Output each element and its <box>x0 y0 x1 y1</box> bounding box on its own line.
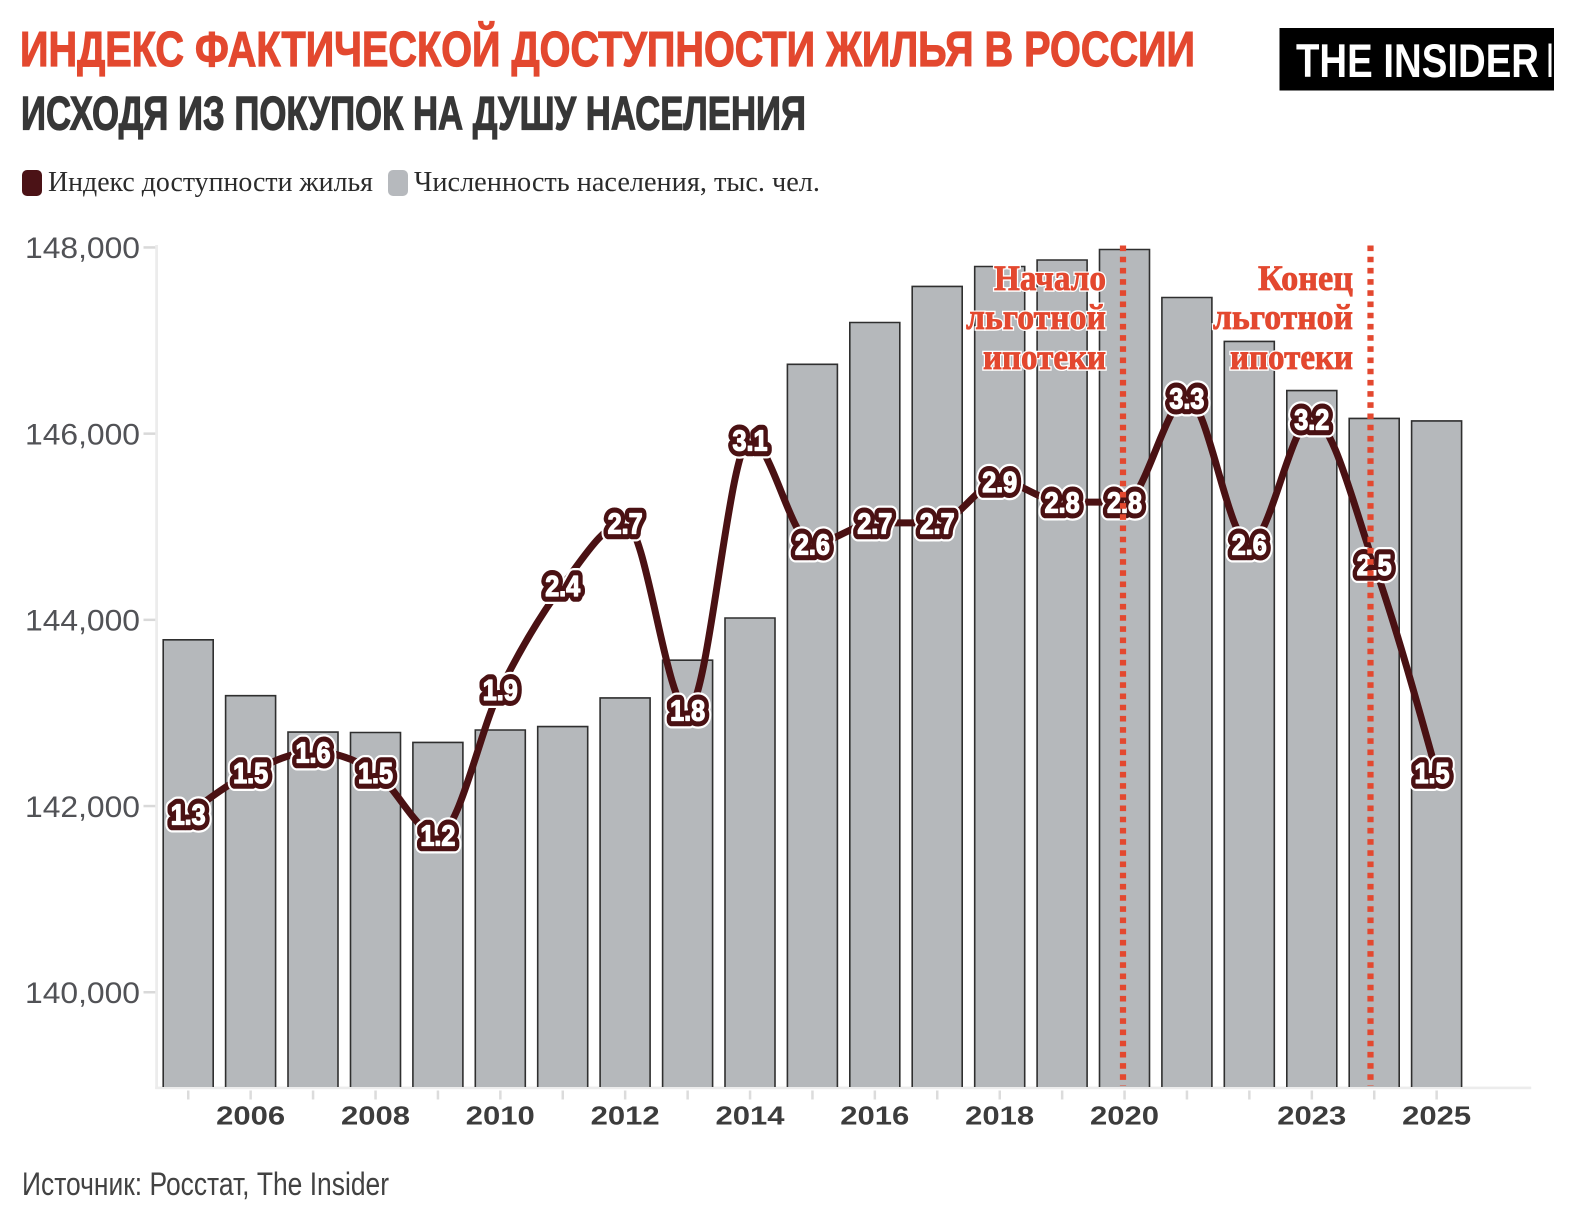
svg-text:1.5: 1.5 <box>358 758 393 790</box>
svg-text:ипотеки: ипотеки <box>983 337 1106 377</box>
svg-text:2012: 2012 <box>591 1101 660 1131</box>
svg-text:3.1: 3.1 <box>733 425 768 457</box>
svg-text:144,000: 144,000 <box>25 605 140 638</box>
svg-text:2.5: 2.5 <box>1357 550 1392 582</box>
svg-text:1.9: 1.9 <box>483 675 518 707</box>
svg-text:льготной: льготной <box>966 297 1106 337</box>
svg-text:3.1: 3.1 <box>733 425 768 457</box>
svg-text:2.9: 2.9 <box>982 467 1017 499</box>
svg-text:1.5: 1.5 <box>358 758 393 790</box>
svg-text:2.6: 2.6 <box>795 529 830 561</box>
svg-text:148,000: 148,000 <box>25 232 140 265</box>
svg-text:2.9: 2.9 <box>982 467 1017 499</box>
svg-text:1.5: 1.5 <box>1415 758 1450 790</box>
svg-text:1.8: 1.8 <box>670 696 705 728</box>
svg-text:1.3: 1.3 <box>171 800 206 832</box>
svg-text:2.7: 2.7 <box>857 509 892 541</box>
svg-text:Конец: Конец <box>1258 258 1353 298</box>
svg-text:ИНДЕКС ФАКТИЧЕСКОЙ ДОСТУПНОСТИ: ИНДЕКС ФАКТИЧЕСКОЙ ДОСТУПНОСТИ ЖИЛЬЯ В Р… <box>20 22 1195 77</box>
svg-text:3.3: 3.3 <box>1169 384 1204 416</box>
svg-text:1.5: 1.5 <box>233 758 268 790</box>
svg-text:1.2: 1.2 <box>420 821 455 853</box>
svg-text:1.2: 1.2 <box>420 821 455 853</box>
svg-text:Индекс доступности жилья: Индекс доступности жилья <box>48 167 373 198</box>
svg-text:ИСХОДЯ ИЗ ПОКУПОК НА ДУШУ НАСЕ: ИСХОДЯ ИЗ ПОКУПОК НА ДУШУ НАСЕЛЕНИЯ <box>21 87 806 140</box>
svg-text:2023: 2023 <box>1277 1101 1346 1131</box>
svg-text:2.7: 2.7 <box>857 509 892 541</box>
svg-text:1.9: 1.9 <box>483 675 518 707</box>
svg-text:Источник: Росстат, The Insider: Источник: Росстат, The Insider <box>22 1166 389 1202</box>
svg-text:1.5: 1.5 <box>358 758 393 790</box>
svg-text:1.5: 1.5 <box>1415 758 1450 790</box>
svg-text:1.3: 1.3 <box>171 800 206 832</box>
svg-text:3.2: 3.2 <box>1294 405 1329 437</box>
svg-text:2.6: 2.6 <box>795 529 830 561</box>
svg-text:ипотеки: ипотеки <box>983 337 1106 377</box>
svg-text:1.6: 1.6 <box>296 737 331 769</box>
svg-text:142,000: 142,000 <box>25 791 140 824</box>
svg-text:2.4: 2.4 <box>545 571 580 603</box>
svg-text:2.7: 2.7 <box>608 509 643 541</box>
svg-text:2020: 2020 <box>1090 1101 1159 1131</box>
svg-text:льготной: льготной <box>966 297 1106 337</box>
svg-text:2.6: 2.6 <box>1232 529 1267 561</box>
svg-text:THE INSIDER: THE INSIDER <box>1296 34 1539 87</box>
svg-text:3.3: 3.3 <box>1169 384 1204 416</box>
svg-text:2.8: 2.8 <box>1045 488 1080 520</box>
svg-text:2.5: 2.5 <box>1357 550 1392 582</box>
svg-text:1.6: 1.6 <box>296 737 331 769</box>
svg-text:2.6: 2.6 <box>795 529 830 561</box>
svg-text:Начало: Начало <box>994 258 1106 298</box>
svg-text:2008: 2008 <box>341 1101 410 1131</box>
svg-text:2.4: 2.4 <box>545 571 580 603</box>
svg-text:3.3: 3.3 <box>1169 384 1204 416</box>
svg-text:1.6: 1.6 <box>296 737 331 769</box>
svg-text:2.9: 2.9 <box>982 467 1017 499</box>
svg-text:140,000: 140,000 <box>25 977 140 1010</box>
svg-text:1.8: 1.8 <box>670 696 705 728</box>
svg-text:ипотеки: ипотеки <box>1230 337 1353 377</box>
svg-text:2.6: 2.6 <box>1232 529 1267 561</box>
svg-text:1.3: 1.3 <box>171 800 206 832</box>
svg-text:Численность населения, тыс. че: Численность населения, тыс. чел. <box>414 167 820 198</box>
svg-text:1.8: 1.8 <box>670 696 705 728</box>
svg-text:льготной: льготной <box>1213 297 1353 337</box>
svg-text:2.8: 2.8 <box>1045 488 1080 520</box>
svg-text:2.4: 2.4 <box>545 571 580 603</box>
svg-text:1.5: 1.5 <box>233 758 268 790</box>
svg-text:2014: 2014 <box>716 1101 786 1131</box>
svg-text:2025: 2025 <box>1402 1101 1471 1131</box>
svg-text:2.7: 2.7 <box>920 509 955 541</box>
svg-text:2006: 2006 <box>216 1101 285 1131</box>
svg-text:Конец: Конец <box>1258 258 1353 298</box>
svg-text:2.8: 2.8 <box>1045 488 1080 520</box>
svg-text:3.1: 3.1 <box>733 425 768 457</box>
svg-text:2010: 2010 <box>466 1101 535 1131</box>
svg-text:3.2: 3.2 <box>1294 405 1329 437</box>
svg-text:Начало: Начало <box>994 258 1106 298</box>
svg-text:2.5: 2.5 <box>1357 550 1392 582</box>
svg-text:1.9: 1.9 <box>483 675 518 707</box>
svg-text:1.5: 1.5 <box>233 758 268 790</box>
svg-text:2.7: 2.7 <box>608 509 643 541</box>
svg-text:ипотеки: ипотеки <box>1230 337 1353 377</box>
svg-text:2.6: 2.6 <box>1232 529 1267 561</box>
svg-text:1.5: 1.5 <box>1415 758 1450 790</box>
svg-text:2018: 2018 <box>965 1101 1034 1131</box>
svg-text:льготной: льготной <box>1213 297 1353 337</box>
svg-text:146,000: 146,000 <box>25 418 140 451</box>
svg-text:2016: 2016 <box>840 1101 909 1131</box>
svg-text:2.7: 2.7 <box>920 509 955 541</box>
